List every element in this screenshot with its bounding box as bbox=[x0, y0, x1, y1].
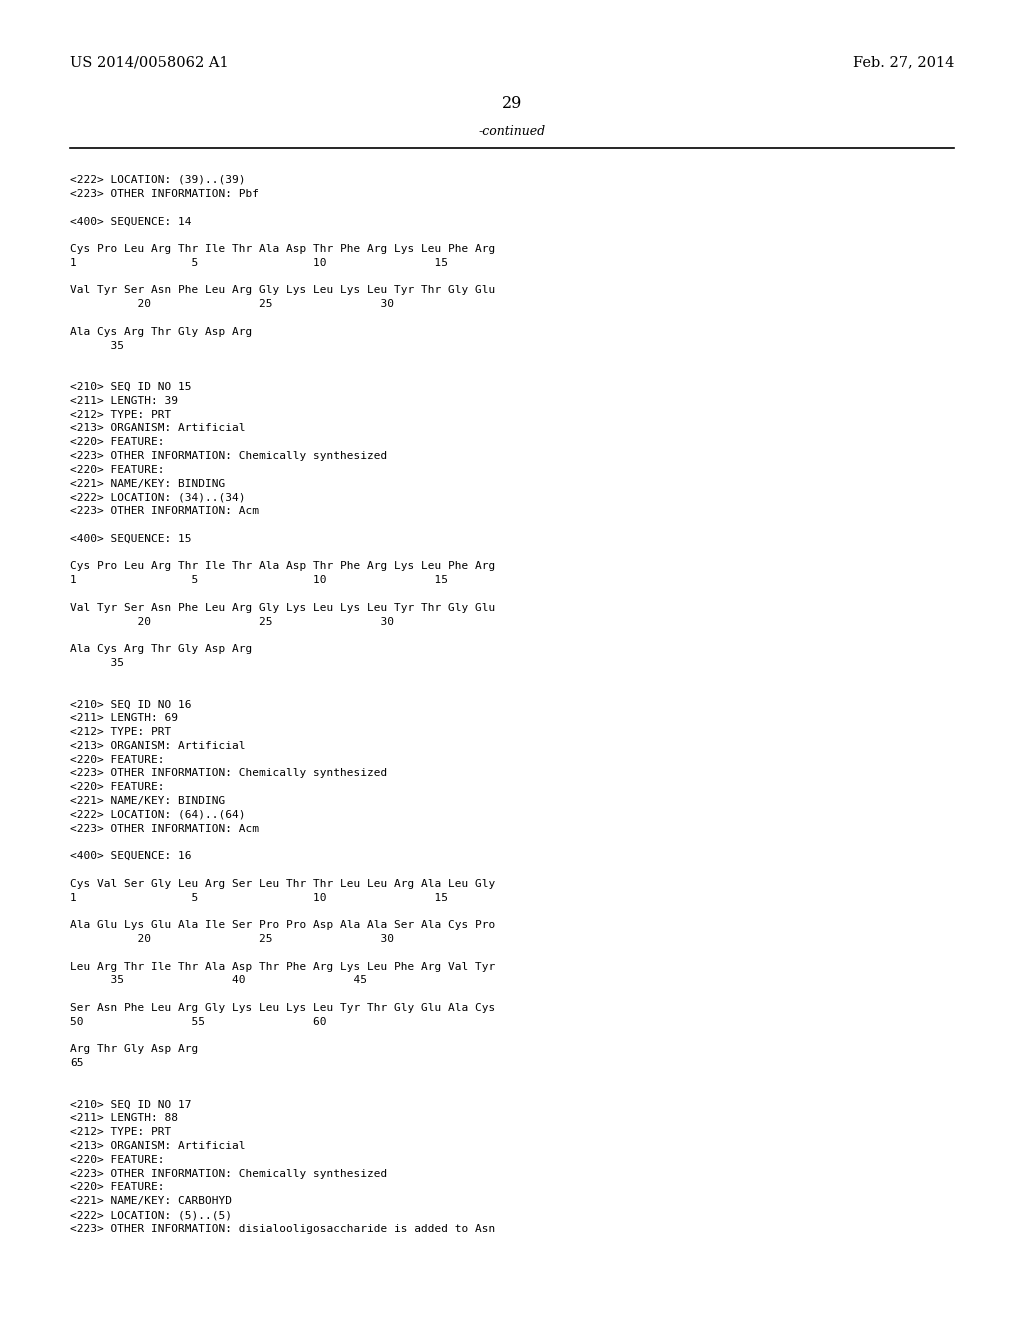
Text: Ala Glu Lys Glu Ala Ile Ser Pro Pro Asp Ala Ala Ser Ala Cys Pro: Ala Glu Lys Glu Ala Ile Ser Pro Pro Asp … bbox=[70, 920, 496, 931]
Text: 20                25                30: 20 25 30 bbox=[70, 935, 394, 944]
Text: <223> OTHER INFORMATION: Pbf: <223> OTHER INFORMATION: Pbf bbox=[70, 189, 259, 199]
Text: 35: 35 bbox=[70, 657, 124, 668]
Text: <221> NAME/KEY: BINDING: <221> NAME/KEY: BINDING bbox=[70, 796, 225, 807]
Text: <220> FEATURE:: <220> FEATURE: bbox=[70, 437, 165, 447]
Text: 65: 65 bbox=[70, 1059, 84, 1068]
Text: 29: 29 bbox=[502, 95, 522, 112]
Text: <222> LOCATION: (34)..(34): <222> LOCATION: (34)..(34) bbox=[70, 492, 246, 503]
Text: Ala Cys Arg Thr Gly Asp Arg: Ala Cys Arg Thr Gly Asp Arg bbox=[70, 327, 252, 337]
Text: <223> OTHER INFORMATION: Acm: <223> OTHER INFORMATION: Acm bbox=[70, 824, 259, 834]
Text: Arg Thr Gly Asp Arg: Arg Thr Gly Asp Arg bbox=[70, 1044, 199, 1055]
Text: Val Tyr Ser Asn Phe Leu Arg Gly Lys Leu Lys Leu Tyr Thr Gly Glu: Val Tyr Ser Asn Phe Leu Arg Gly Lys Leu … bbox=[70, 603, 496, 612]
Text: Cys Val Ser Gly Leu Arg Ser Leu Thr Thr Leu Leu Arg Ala Leu Gly: Cys Val Ser Gly Leu Arg Ser Leu Thr Thr … bbox=[70, 879, 496, 888]
Text: Ser Asn Phe Leu Arg Gly Lys Leu Lys Leu Tyr Thr Gly Glu Ala Cys: Ser Asn Phe Leu Arg Gly Lys Leu Lys Leu … bbox=[70, 1003, 496, 1012]
Text: <220> FEATURE:: <220> FEATURE: bbox=[70, 755, 165, 764]
Text: Leu Arg Thr Ile Thr Ala Asp Thr Phe Arg Lys Leu Phe Arg Val Tyr: Leu Arg Thr Ile Thr Ala Asp Thr Phe Arg … bbox=[70, 961, 496, 972]
Text: 35: 35 bbox=[70, 341, 124, 351]
Text: <221> NAME/KEY: CARBOHYD: <221> NAME/KEY: CARBOHYD bbox=[70, 1196, 232, 1206]
Text: <210> SEQ ID NO 15: <210> SEQ ID NO 15 bbox=[70, 381, 191, 392]
Text: -continued: -continued bbox=[478, 125, 546, 139]
Text: <210> SEQ ID NO 17: <210> SEQ ID NO 17 bbox=[70, 1100, 191, 1110]
Text: <400> SEQUENCE: 16: <400> SEQUENCE: 16 bbox=[70, 851, 191, 861]
Text: <220> FEATURE:: <220> FEATURE: bbox=[70, 783, 165, 792]
Text: <223> OTHER INFORMATION: Chemically synthesized: <223> OTHER INFORMATION: Chemically synt… bbox=[70, 768, 387, 779]
Text: <211> LENGTH: 69: <211> LENGTH: 69 bbox=[70, 713, 178, 723]
Text: <221> NAME/KEY: BINDING: <221> NAME/KEY: BINDING bbox=[70, 479, 225, 488]
Text: <211> LENGTH: 39: <211> LENGTH: 39 bbox=[70, 396, 178, 405]
Text: <223> OTHER INFORMATION: Acm: <223> OTHER INFORMATION: Acm bbox=[70, 506, 259, 516]
Text: 20                25                30: 20 25 30 bbox=[70, 300, 394, 309]
Text: <223> OTHER INFORMATION: Chemically synthesized: <223> OTHER INFORMATION: Chemically synt… bbox=[70, 451, 387, 461]
Text: Feb. 27, 2014: Feb. 27, 2014 bbox=[853, 55, 954, 69]
Text: <220> FEATURE:: <220> FEATURE: bbox=[70, 1155, 165, 1164]
Text: Cys Pro Leu Arg Thr Ile Thr Ala Asp Thr Phe Arg Lys Leu Phe Arg: Cys Pro Leu Arg Thr Ile Thr Ala Asp Thr … bbox=[70, 244, 496, 253]
Text: <222> LOCATION: (64)..(64): <222> LOCATION: (64)..(64) bbox=[70, 809, 246, 820]
Text: Ala Cys Arg Thr Gly Asp Arg: Ala Cys Arg Thr Gly Asp Arg bbox=[70, 644, 252, 655]
Text: 1                 5                 10                15: 1 5 10 15 bbox=[70, 257, 449, 268]
Text: <220> FEATURE:: <220> FEATURE: bbox=[70, 465, 165, 475]
Text: <213> ORGANISM: Artificial: <213> ORGANISM: Artificial bbox=[70, 741, 246, 751]
Text: <212> TYPE: PRT: <212> TYPE: PRT bbox=[70, 409, 171, 420]
Text: 50                55                60: 50 55 60 bbox=[70, 1016, 327, 1027]
Text: <213> ORGANISM: Artificial: <213> ORGANISM: Artificial bbox=[70, 424, 246, 433]
Text: <222> LOCATION: (5)..(5): <222> LOCATION: (5)..(5) bbox=[70, 1210, 232, 1220]
Text: <213> ORGANISM: Artificial: <213> ORGANISM: Artificial bbox=[70, 1140, 246, 1151]
Text: 35                40                45: 35 40 45 bbox=[70, 975, 367, 986]
Text: 20                25                30: 20 25 30 bbox=[70, 616, 394, 627]
Text: <223> OTHER INFORMATION: disialooligosaccharide is added to Asn: <223> OTHER INFORMATION: disialooligosac… bbox=[70, 1224, 496, 1234]
Text: US 2014/0058062 A1: US 2014/0058062 A1 bbox=[70, 55, 228, 69]
Text: 1                 5                 10                15: 1 5 10 15 bbox=[70, 892, 449, 903]
Text: <212> TYPE: PRT: <212> TYPE: PRT bbox=[70, 727, 171, 737]
Text: <211> LENGTH: 88: <211> LENGTH: 88 bbox=[70, 1113, 178, 1123]
Text: <220> FEATURE:: <220> FEATURE: bbox=[70, 1183, 165, 1192]
Text: <212> TYPE: PRT: <212> TYPE: PRT bbox=[70, 1127, 171, 1138]
Text: Cys Pro Leu Arg Thr Ile Thr Ala Asp Thr Phe Arg Lys Leu Phe Arg: Cys Pro Leu Arg Thr Ile Thr Ala Asp Thr … bbox=[70, 561, 496, 572]
Text: <222> LOCATION: (39)..(39): <222> LOCATION: (39)..(39) bbox=[70, 176, 246, 185]
Text: <400> SEQUENCE: 15: <400> SEQUENCE: 15 bbox=[70, 533, 191, 544]
Text: <223> OTHER INFORMATION: Chemically synthesized: <223> OTHER INFORMATION: Chemically synt… bbox=[70, 1168, 387, 1179]
Text: Val Tyr Ser Asn Phe Leu Arg Gly Lys Leu Lys Leu Tyr Thr Gly Glu: Val Tyr Ser Asn Phe Leu Arg Gly Lys Leu … bbox=[70, 285, 496, 296]
Text: <400> SEQUENCE: 14: <400> SEQUENCE: 14 bbox=[70, 216, 191, 227]
Text: <210> SEQ ID NO 16: <210> SEQ ID NO 16 bbox=[70, 700, 191, 709]
Text: 1                 5                 10                15: 1 5 10 15 bbox=[70, 576, 449, 585]
